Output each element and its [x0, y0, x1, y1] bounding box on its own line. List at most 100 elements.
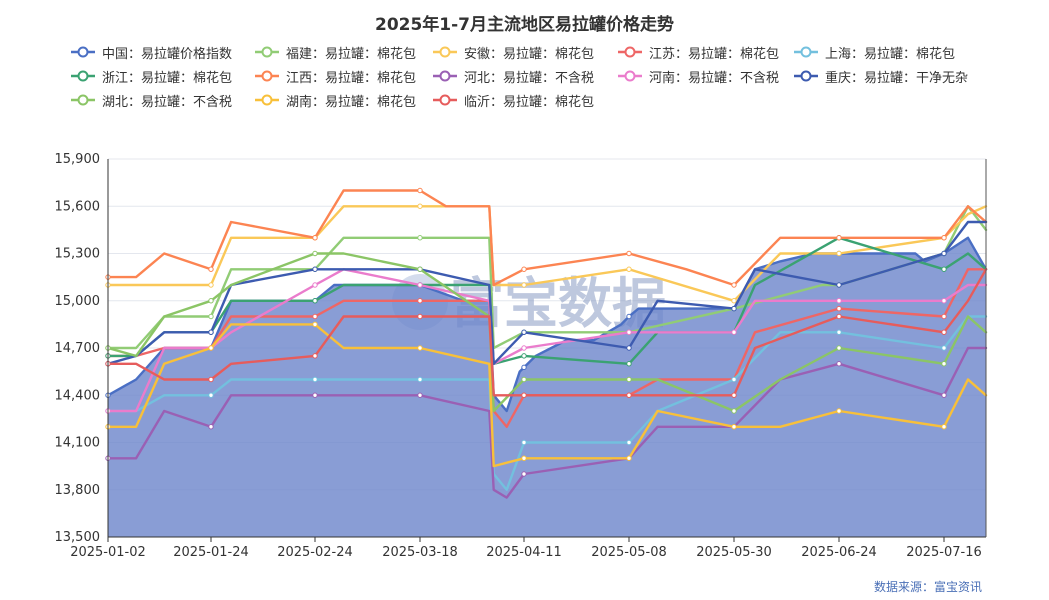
legend-line-marker-icon	[255, 46, 279, 58]
series-point	[731, 408, 737, 414]
series-point	[521, 353, 527, 359]
series-point	[208, 266, 214, 272]
legend-item[interactable]: 福建：易拉罐：棉花包	[254, 43, 432, 62]
series-point	[836, 408, 842, 414]
series-point	[941, 250, 947, 257]
series-point	[731, 392, 737, 398]
series-point	[417, 313, 423, 320]
y-tick-label: 15,300	[55, 247, 101, 262]
series-point	[208, 282, 214, 288]
legend-label: 重庆：易拉罐：干净无杂	[825, 70, 969, 86]
series-point	[312, 353, 318, 359]
legend-line-marker-icon	[433, 70, 457, 82]
legend-item[interactable]: 浙江：易拉罐：棉花包	[70, 67, 254, 86]
series-point	[417, 376, 423, 383]
series-point	[731, 329, 737, 335]
series-point	[521, 439, 527, 446]
series-point	[941, 392, 947, 398]
x-tick-label: 2025-02-24	[277, 545, 353, 560]
series-point	[731, 424, 737, 430]
legend-item[interactable]: 河南：易拉罐：不含税	[617, 67, 793, 86]
series-lines	[105, 187, 988, 538]
series-point	[626, 345, 632, 351]
series-point	[312, 321, 318, 328]
legend-label: 江苏：易拉罐：棉花包	[649, 46, 780, 62]
series-point	[208, 376, 214, 383]
series-point	[208, 313, 214, 320]
legend-label: 江西：易拉罐：棉花包	[286, 70, 417, 86]
series-point	[417, 266, 423, 272]
x-tick-label: 2025-06-24	[801, 545, 877, 560]
series-point	[417, 345, 423, 351]
legend-item[interactable]: 湖北：易拉罐：不含税	[70, 91, 254, 110]
x-tick-label: 2025-01-02	[70, 545, 146, 560]
legend-line-marker-icon	[71, 70, 95, 82]
series-point	[417, 235, 423, 241]
series-point	[208, 424, 214, 430]
y-tick-label: 13,800	[55, 483, 101, 498]
x-tick-label: 2025-04-11	[486, 545, 562, 560]
y-tick-label: 14,100	[55, 436, 101, 451]
series-point	[626, 392, 632, 398]
series-point	[836, 298, 842, 304]
series-point	[312, 376, 318, 383]
series-point	[521, 329, 527, 335]
y-tick-label: 15,900	[55, 152, 101, 167]
legend-line-marker-icon	[794, 46, 818, 58]
series-line-9[interactable]	[106, 220, 988, 365]
legend-label: 湖南：易拉罐：棉花包	[286, 94, 417, 110]
x-tick-label: 2025-05-08	[591, 545, 667, 560]
y-tick-label: 14,700	[55, 341, 101, 356]
series-point	[731, 298, 737, 304]
series-point	[941, 266, 947, 272]
series-point	[312, 235, 318, 241]
series-point	[941, 329, 947, 335]
series-point	[626, 266, 632, 272]
series-line-2[interactable]	[106, 205, 988, 302]
legend-label: 浙江：易拉罐：棉花包	[102, 70, 233, 86]
series-point	[626, 455, 632, 461]
series-point	[521, 364, 527, 371]
series-point	[417, 392, 423, 398]
legend-item[interactable]: 河北：易拉罐：不含税	[432, 67, 617, 86]
legend-label: 河南：易拉罐：不含税	[649, 70, 780, 86]
series-point	[941, 361, 947, 367]
legend-item[interactable]: 安徽：易拉罐：棉花包	[432, 43, 617, 62]
legend-row: 中国：易拉罐价格指数 福建：易拉罐：棉花包 安徽：易拉罐：棉花包 江苏：易拉罐：棉花包…	[70, 40, 1030, 64]
series-point	[836, 305, 842, 312]
legend-item[interactable]: 临沂：易拉罐：棉花包	[432, 91, 617, 110]
series-point	[208, 298, 214, 304]
legend-item[interactable]: 江苏：易拉罐：棉花包	[617, 43, 793, 62]
legend-item[interactable]: 湖南：易拉罐：棉花包	[254, 91, 432, 110]
series-point	[731, 376, 737, 383]
series-point	[312, 313, 318, 320]
legend-label: 中国：易拉罐价格指数	[102, 46, 233, 62]
legend-label: 临沂：易拉罐：棉花包	[464, 94, 595, 110]
legend-item[interactable]: 上海：易拉罐：棉花包	[793, 43, 983, 62]
series-point	[417, 298, 423, 304]
series-point	[208, 329, 214, 335]
series-point	[312, 266, 318, 272]
series-point	[521, 266, 527, 272]
series-point	[626, 439, 632, 446]
legend-item[interactable]: 中国：易拉罐价格指数	[70, 43, 254, 62]
series-point	[417, 282, 423, 288]
series-point	[312, 298, 318, 304]
series-point	[836, 250, 842, 257]
series-point	[836, 235, 842, 241]
series-line-6[interactable]	[106, 189, 988, 287]
x-tick-label: 2025-01-24	[173, 545, 249, 560]
series-point	[208, 345, 214, 351]
legend-line-marker-icon	[433, 94, 457, 106]
legend-label: 安徽：易拉罐：棉花包	[464, 46, 595, 62]
series-point	[626, 250, 632, 257]
x-tick-label: 2025-03-18	[382, 545, 458, 560]
legend-item[interactable]: 江西：易拉罐：棉花包	[254, 67, 432, 86]
series-point	[941, 345, 947, 351]
legend-row: 浙江：易拉罐：棉花包 江西：易拉罐：棉花包 河北：易拉罐：不含税 河南：易拉罐：不含税…	[70, 64, 1030, 88]
legend-item[interactable]: 重庆：易拉罐：干净无杂	[793, 67, 983, 86]
legend-line-marker-icon	[255, 70, 279, 82]
series-point	[208, 392, 214, 398]
series-point	[836, 361, 842, 367]
series-point	[626, 329, 632, 335]
